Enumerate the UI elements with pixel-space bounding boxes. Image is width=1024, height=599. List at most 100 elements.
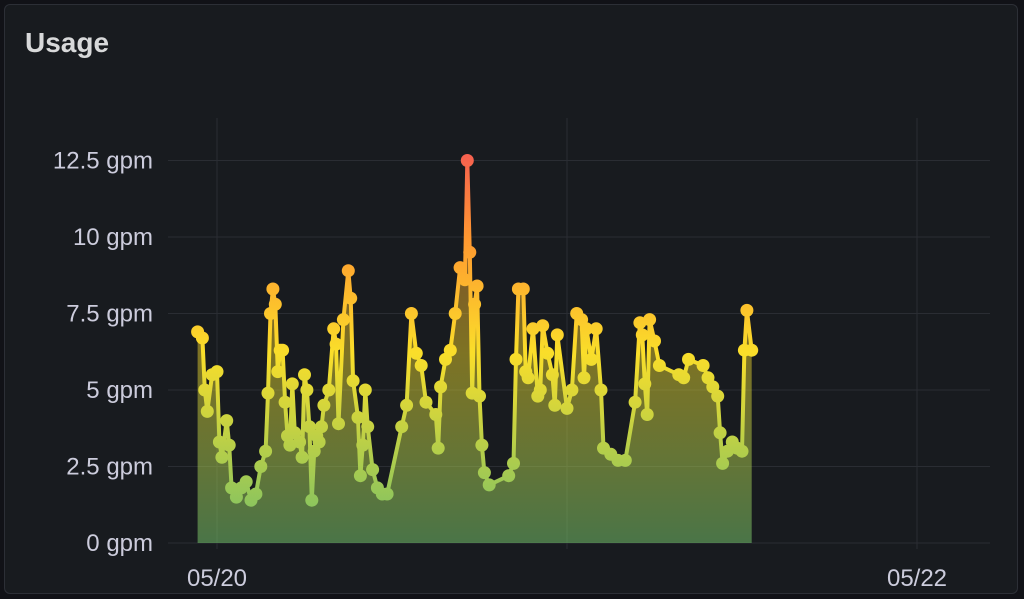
data-point (470, 279, 484, 293)
data-point (443, 343, 457, 357)
data-point (509, 352, 523, 366)
data-point (521, 371, 535, 385)
data-point (482, 478, 496, 492)
data-point (745, 343, 759, 357)
data-point (395, 420, 409, 434)
data-point (351, 411, 365, 424)
data-point (477, 466, 491, 480)
y-tick-label: 10 gpm (73, 224, 153, 251)
data-point (212, 435, 226, 449)
data-point (579, 322, 593, 336)
data-point (463, 245, 477, 259)
data-point (473, 389, 486, 403)
data-point (305, 493, 319, 507)
data-point (329, 337, 343, 351)
data-point (195, 331, 209, 345)
data-point (560, 401, 574, 415)
data-point (584, 352, 598, 366)
data-point (740, 303, 754, 317)
y-tick-label: 5 gpm (86, 377, 153, 404)
data-point (536, 319, 550, 333)
data-point (640, 408, 654, 421)
data-point (635, 328, 649, 342)
data-point (285, 377, 299, 391)
data-point (259, 444, 273, 458)
data-point (266, 282, 280, 296)
data-point (594, 383, 608, 397)
data-point (545, 368, 559, 382)
data-point (366, 463, 380, 477)
data-point (322, 383, 336, 397)
series-points (191, 154, 759, 507)
data-point (448, 307, 462, 320)
data-point (302, 420, 316, 434)
data-point (341, 264, 355, 278)
data-point (293, 435, 307, 449)
data-point (317, 398, 331, 412)
y-axis: 0 gpm 2.5 gpm 5 gpm 7.5 gpm 10 gpm 12.5 gpm (53, 148, 153, 558)
data-point (475, 438, 489, 452)
data-point (254, 460, 268, 473)
data-point (344, 291, 358, 305)
data-point (419, 395, 433, 409)
data-point (409, 346, 423, 360)
data-point (239, 475, 253, 489)
data-point (315, 420, 328, 434)
y-tick-label: 7.5 gpm (66, 301, 153, 328)
data-point (548, 398, 562, 412)
data-point (327, 322, 341, 336)
data-point (268, 297, 282, 311)
data-point (249, 487, 263, 501)
data-point (550, 328, 564, 342)
data-point (677, 371, 691, 385)
data-point (200, 404, 214, 418)
data-point (648, 334, 661, 348)
data-point (215, 450, 229, 464)
data-point (638, 377, 652, 391)
data-point (361, 420, 375, 434)
data-point (380, 487, 394, 501)
data-point (298, 368, 311, 382)
data-point (735, 444, 749, 458)
data-point (431, 441, 445, 455)
data-point (336, 313, 350, 327)
data-point (295, 450, 309, 464)
data-point (414, 359, 428, 372)
data-point (404, 307, 418, 320)
data-point (356, 438, 370, 452)
data-point (434, 380, 448, 394)
data-point (468, 297, 482, 311)
data-point (210, 365, 224, 379)
data-point (652, 359, 666, 372)
data-point (346, 374, 360, 388)
data-point (453, 261, 467, 275)
x-tick-label: 05/22 (887, 565, 947, 592)
data-point (628, 395, 642, 409)
data-point (332, 417, 345, 431)
data-point (643, 313, 657, 327)
data-point (261, 386, 275, 400)
data-point (577, 371, 591, 385)
data-point (516, 282, 530, 296)
data-point (589, 322, 603, 336)
data-point (353, 469, 367, 483)
panel-title: Usage (25, 27, 110, 58)
data-point (716, 456, 730, 470)
data-point (711, 389, 725, 403)
x-tick-label: 05/20 (187, 565, 247, 592)
data-point (198, 383, 212, 397)
data-point (713, 426, 727, 440)
data-point (682, 352, 695, 366)
data-point (429, 408, 443, 421)
data-point (400, 398, 414, 412)
y-tick-label: 0 gpm (86, 530, 153, 557)
data-point (507, 456, 520, 470)
data-point (276, 343, 290, 357)
data-point (220, 414, 234, 428)
y-tick-label: 12.5 gpm (53, 148, 153, 175)
data-point (358, 383, 372, 397)
data-point (312, 435, 326, 449)
data-point (533, 383, 547, 397)
data-point (541, 346, 555, 360)
data-point (278, 395, 292, 409)
